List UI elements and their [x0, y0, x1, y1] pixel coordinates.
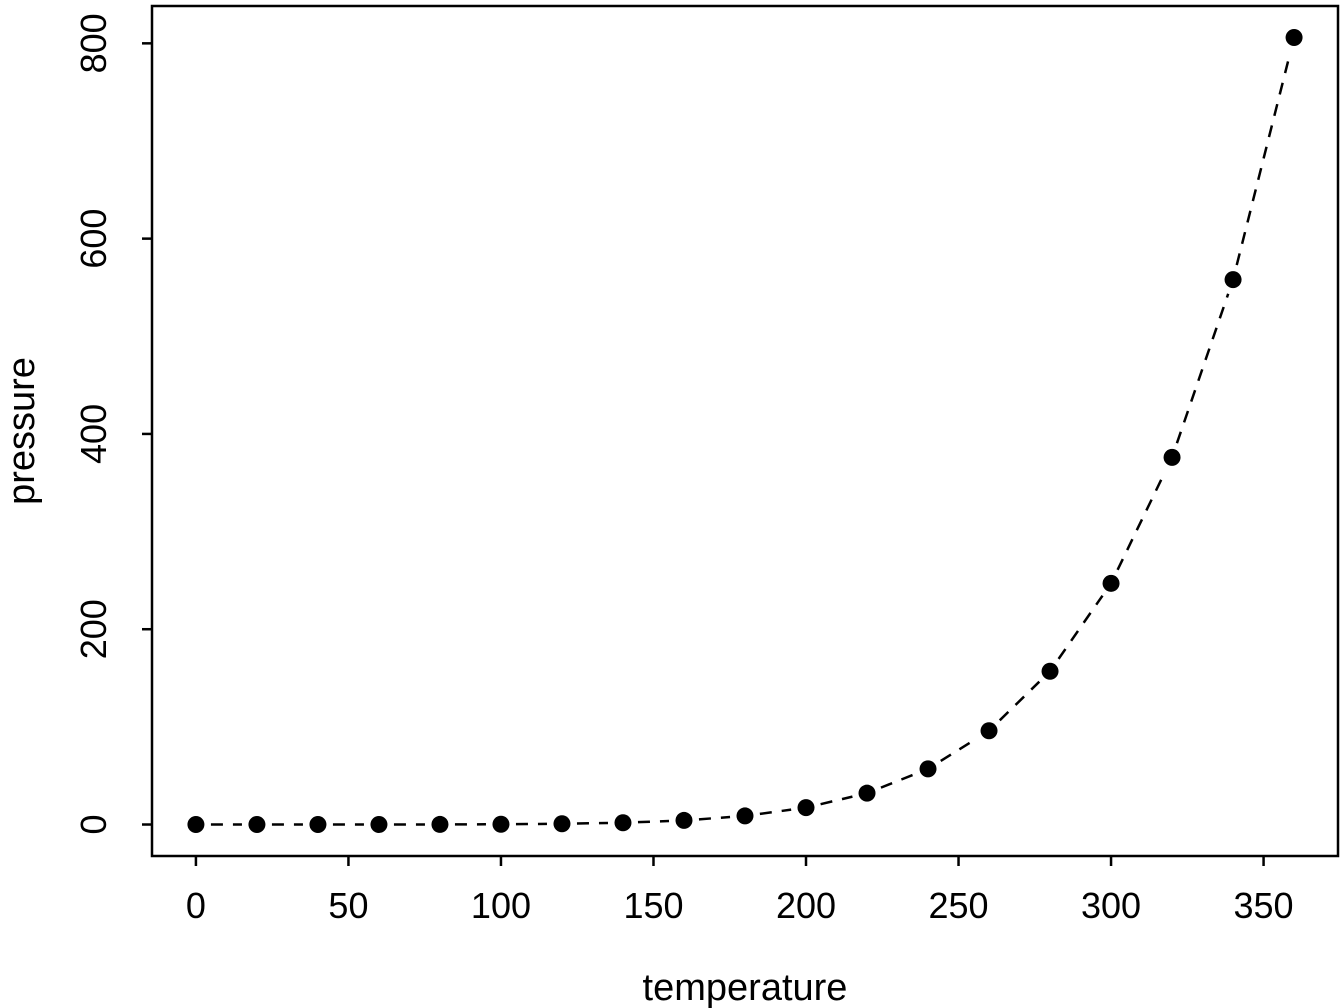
series-segment	[637, 819, 670, 824]
data-point	[1102, 574, 1120, 592]
data-point	[492, 815, 510, 833]
series-segment	[1057, 594, 1104, 660]
data-point	[248, 816, 266, 834]
data-point	[431, 815, 449, 833]
x-axis-title: temperature	[643, 967, 848, 1008]
data-point	[919, 760, 937, 778]
plot-box	[150, 4, 1340, 858]
data-point	[614, 814, 632, 832]
series-segment	[998, 680, 1041, 722]
series-segment	[820, 795, 853, 806]
data-point	[370, 815, 388, 833]
y-tick-label: 800	[73, 13, 114, 73]
x-tick-label: 50	[328, 885, 368, 926]
data-point	[1224, 271, 1242, 289]
data-point	[187, 816, 205, 834]
x-tick-label: 200	[776, 885, 836, 926]
data-point	[797, 799, 815, 817]
series-segment	[880, 773, 915, 789]
series-segment	[576, 821, 609, 825]
data-point	[980, 722, 998, 740]
y-tick-label: 0	[73, 815, 114, 835]
data-point	[736, 807, 754, 825]
x-tick-label: 100	[471, 885, 531, 926]
series-segment	[759, 808, 792, 816]
series-segment	[698, 815, 731, 821]
x-tick-label: 250	[928, 885, 988, 926]
y-axis-title: pressure	[1, 357, 43, 505]
x-tick-label: 350	[1234, 885, 1294, 926]
x-tick-label: 300	[1081, 885, 1141, 926]
data-point	[1041, 662, 1059, 680]
x-tick-label: 150	[623, 885, 683, 926]
data-point	[858, 784, 876, 802]
data-point	[553, 815, 571, 833]
data-point	[309, 816, 327, 834]
data-point	[1285, 28, 1303, 46]
series-segment	[1235, 51, 1292, 266]
series-segment	[940, 737, 977, 762]
series-segment	[1175, 293, 1230, 444]
x-tick-label: 0	[186, 885, 206, 926]
data-point	[675, 811, 693, 829]
y-tick-label: 600	[73, 209, 114, 269]
y-tick-label: 200	[73, 599, 114, 659]
y-tick-label: 400	[73, 404, 114, 464]
series-segment	[1116, 470, 1167, 571]
data-point	[1163, 448, 1181, 466]
